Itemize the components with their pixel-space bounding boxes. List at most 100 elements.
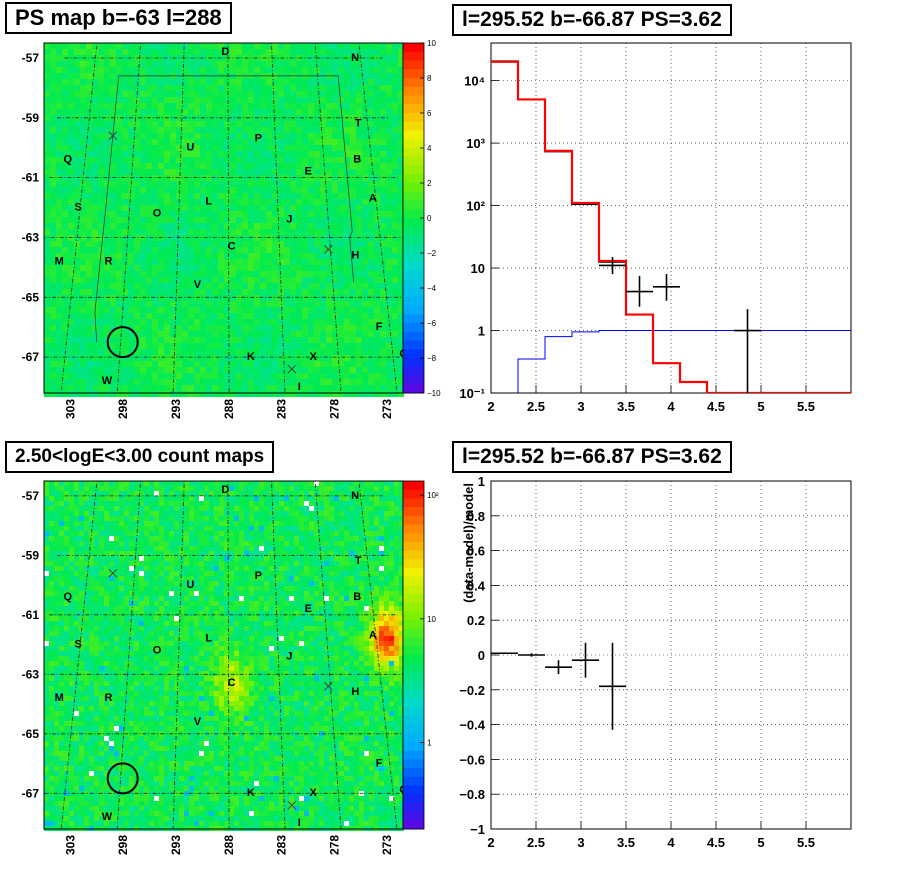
residual-y-tick: 0.4 [467, 578, 486, 593]
count-colorbar-tick-label: 10 [427, 615, 436, 624]
count-map-source-V: V [194, 716, 202, 728]
ps-map-source-L: L [205, 195, 212, 207]
ps-colorbar-tick-label: −2 [427, 249, 437, 258]
ps-colorbar-tick-label: −6 [427, 319, 437, 328]
count-map-source-B: B [353, 591, 361, 603]
ps-map-lat-tick: -67 [22, 350, 40, 364]
count-map-source-E: E [305, 603, 312, 615]
ps-map-source-A: A [369, 193, 377, 205]
count-map-title: 2.50<logE<3.00 count maps [5, 441, 275, 473]
residual-y-tick: −1 [470, 822, 485, 837]
spectrum-panel: 2 2.5 3 3.5 4 4.5 5 5.5 10⁻¹ 1 10 10² 10³ 10⁴ [459, 42, 852, 414]
ps-map-source-I: I [298, 381, 301, 393]
spectrum-y-tick: 10⁻¹ [459, 386, 485, 401]
ps-map-source-M: M [55, 255, 64, 267]
spectrum-x-tick: 2 [487, 399, 494, 414]
count-map-cross-marker [108, 568, 118, 578]
ps-colorbar-tick-label: 10 [427, 39, 436, 48]
count-map-source-P: P [255, 570, 262, 582]
ps-map-source-T: T [355, 118, 362, 130]
ps-map-lon-tick: 293 [169, 399, 183, 419]
count-map-lon-tick: 298 [116, 835, 130, 855]
ps-map-source-Q: Q [64, 154, 73, 166]
residual-x-tick: 3.5 [617, 835, 635, 850]
count-colorbar-frame [402, 480, 425, 830]
residual-x-tick: 2 [487, 835, 494, 850]
ps-map-region-outline [94, 75, 120, 343]
count-map-lon-tick: 293 [169, 835, 183, 855]
spectrum-title: l=295.52 b=-66.87 PS=3.62 [452, 4, 732, 36]
ps-map-source-D: D [221, 46, 229, 58]
ps-map-source-B: B [353, 154, 361, 166]
spectrum-x-tick: 3.5 [617, 399, 635, 414]
residual-y-tick: −0.4 [459, 718, 485, 733]
ps-map-source-F: F [376, 321, 383, 333]
ps-map-lon-tick: 278 [327, 399, 341, 419]
longitude-line [227, 481, 230, 829]
residual-y-tick: −0.2 [459, 683, 485, 698]
ps-map-source-P: P [255, 133, 262, 145]
residual-y-tick: 0 [478, 648, 485, 663]
longitude-line [172, 481, 185, 829]
ps-map-lat-tick: -57 [22, 51, 40, 65]
count-map-cross-marker [287, 800, 297, 810]
count-map-panel: DNTPUBQEALSOJCHMRVFGXKWI-57-59-61-63-65-… [22, 480, 408, 855]
count-map-source-J: J [286, 650, 292, 662]
ps-map-source-W: W [102, 375, 113, 387]
count-map-lon-tick: 283 [275, 835, 289, 855]
spectrum-y-tick: 10 [471, 261, 485, 276]
residual-y-tick: 0.2 [467, 613, 485, 628]
count-map-source-U: U [186, 579, 194, 591]
residual-x-tick: 3 [577, 835, 584, 850]
count-map-source-T: T [355, 555, 362, 567]
count-map-roi-circle [106, 762, 139, 795]
longitude-line [314, 43, 342, 393]
ps-map-lon-tick: 273 [380, 399, 394, 419]
spectrum-x-tick: 5.5 [797, 399, 815, 414]
spectrum-y-tick: 10⁴ [464, 74, 485, 89]
ps-map-cross-marker [324, 245, 333, 254]
ps-map-source-O: O [153, 207, 162, 219]
ps-map-lat-tick: -61 [22, 171, 40, 185]
longitude-line [116, 43, 142, 393]
spectrum-x-tick: 4 [667, 399, 675, 414]
ps-map-source-X: X [310, 351, 318, 363]
ps-map-source-E: E [305, 166, 312, 178]
count-map-lat-tick: -67 [22, 786, 40, 800]
longitude-line [314, 481, 342, 829]
count-map-pixels [44, 481, 404, 831]
ps-map-roi-circle [106, 326, 139, 359]
ps-map-source-C: C [228, 240, 236, 252]
model-source-histogram [517, 330, 851, 393]
count-map-lon-tick: 278 [327, 835, 341, 855]
count-map-source-L: L [205, 633, 212, 645]
spectrum-y-tick: 10² [466, 199, 485, 214]
ps-map-source-S: S [75, 201, 82, 213]
count-map-source-F: F [376, 758, 383, 770]
count-map-lat-tick: -59 [22, 548, 40, 562]
ps-colorbar-tick-label: 4 [427, 144, 432, 153]
ps-map-lat-tick: -65 [22, 290, 40, 304]
count-map-lon-tick: 273 [380, 835, 394, 855]
ps-map-lat-tick: -63 [22, 230, 40, 244]
spectrum-plot-area [491, 60, 851, 393]
ps-map-lon-tick: 298 [116, 399, 130, 419]
ps-map-source-N: N [351, 52, 359, 64]
longitude-line [271, 481, 286, 829]
count-map-cross-marker [324, 681, 333, 691]
ps-map-source-K: K [247, 351, 255, 363]
residual-y-tick: 0.8 [467, 509, 485, 524]
residual-y-tick: 0.6 [467, 544, 485, 559]
ps-colorbar-tick-label: 2 [427, 179, 432, 188]
ps-map-lon-tick: 303 [63, 399, 77, 419]
longitude-line [60, 481, 98, 829]
count-map-source-O: O [153, 644, 162, 656]
spectrum-x-tick: 3 [577, 399, 584, 414]
ps-map-title: PS map b=-63 l=288 [5, 2, 232, 34]
ps-colorbar-tick-label: −8 [427, 354, 437, 363]
spectrum-y-tick: 10³ [466, 136, 485, 151]
ps-map-coord-grid [44, 43, 403, 393]
ps-map-cross-marker [108, 131, 118, 141]
count-map-lat-tick: -65 [22, 727, 40, 741]
count-map-lat-tick: -61 [22, 608, 40, 622]
